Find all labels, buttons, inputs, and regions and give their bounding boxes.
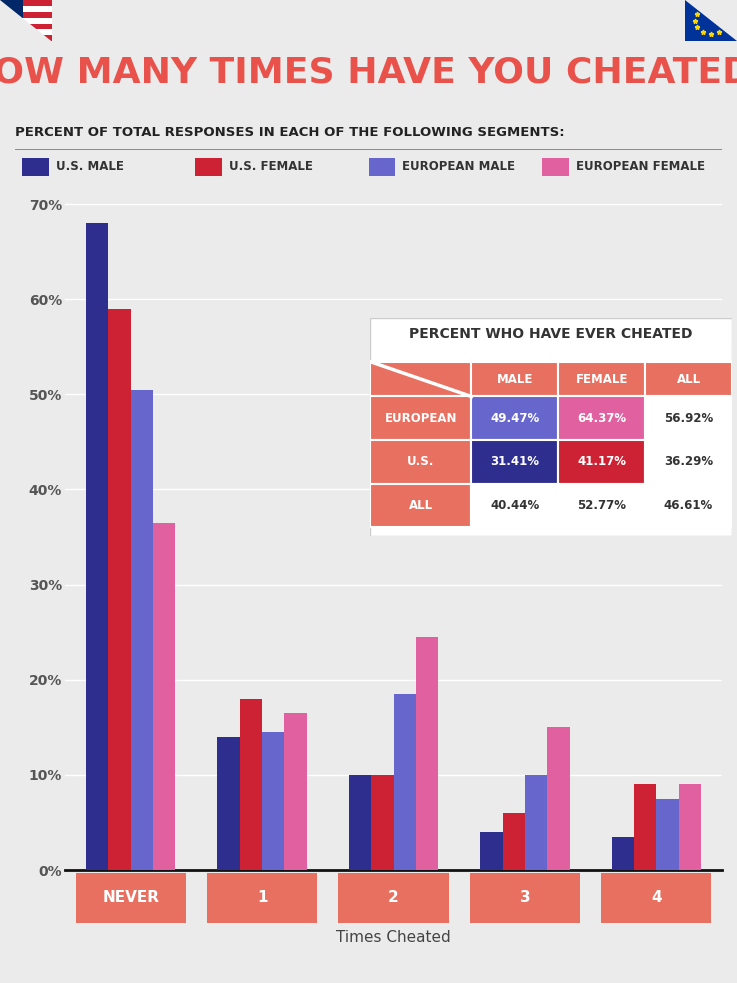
Text: 56.92%: 56.92% <box>664 412 713 425</box>
Text: 41.17%: 41.17% <box>577 455 626 468</box>
FancyBboxPatch shape <box>601 873 711 923</box>
Bar <box>130 389 153 870</box>
Text: FEMALE: FEMALE <box>576 373 628 385</box>
FancyBboxPatch shape <box>370 362 472 396</box>
FancyBboxPatch shape <box>542 157 568 176</box>
Bar <box>0 12 52 18</box>
FancyBboxPatch shape <box>370 396 472 440</box>
Text: EUROPEAN: EUROPEAN <box>385 412 457 425</box>
Bar <box>108 309 130 870</box>
Bar <box>0 18 52 24</box>
Text: ALL: ALL <box>408 499 433 512</box>
Text: PERCENT WHO HAVE EVER CHEATED: PERCENT WHO HAVE EVER CHEATED <box>409 326 693 341</box>
Text: MALE: MALE <box>497 373 533 385</box>
Text: 52.77%: 52.77% <box>577 499 626 512</box>
FancyBboxPatch shape <box>469 873 580 923</box>
Polygon shape <box>685 0 737 41</box>
Text: U.S.: U.S. <box>407 455 434 468</box>
Text: 40.44%: 40.44% <box>490 499 539 512</box>
FancyBboxPatch shape <box>195 157 222 176</box>
Bar <box>371 775 394 870</box>
FancyBboxPatch shape <box>472 362 558 396</box>
Bar <box>0 0 52 6</box>
FancyBboxPatch shape <box>75 873 186 923</box>
FancyBboxPatch shape <box>207 873 318 923</box>
Bar <box>284 713 307 870</box>
Text: 1: 1 <box>257 891 268 905</box>
Bar <box>416 637 439 870</box>
FancyBboxPatch shape <box>370 318 732 536</box>
Text: Times Cheated: Times Cheated <box>336 931 451 946</box>
Text: 4: 4 <box>651 891 662 905</box>
FancyBboxPatch shape <box>645 440 732 484</box>
Text: 3: 3 <box>520 891 530 905</box>
FancyBboxPatch shape <box>558 396 645 440</box>
FancyBboxPatch shape <box>645 396 732 440</box>
FancyBboxPatch shape <box>370 484 472 527</box>
Text: U.S. FEMALE: U.S. FEMALE <box>229 159 313 172</box>
FancyBboxPatch shape <box>645 484 732 527</box>
Bar <box>503 813 525 870</box>
Text: PERCENT OF TOTAL RESPONSES IN EACH OF THE FOLLOWING SEGMENTS:: PERCENT OF TOTAL RESPONSES IN EACH OF TH… <box>15 126 565 139</box>
FancyBboxPatch shape <box>558 362 645 396</box>
Bar <box>548 727 570 870</box>
Text: EUROPEAN MALE: EUROPEAN MALE <box>402 159 515 172</box>
Text: 36.29%: 36.29% <box>664 455 713 468</box>
Bar <box>0 24 52 29</box>
Bar <box>217 737 240 870</box>
FancyBboxPatch shape <box>472 440 558 484</box>
Bar <box>612 837 634 870</box>
Text: 64.37%: 64.37% <box>577 412 626 425</box>
Text: U.S. MALE: U.S. MALE <box>56 159 124 172</box>
FancyBboxPatch shape <box>685 0 737 41</box>
FancyBboxPatch shape <box>645 362 732 396</box>
Bar <box>679 784 701 870</box>
Text: 49.47%: 49.47% <box>490 412 539 425</box>
Bar <box>240 699 262 870</box>
Text: 31.41%: 31.41% <box>490 455 539 468</box>
Text: 46.61%: 46.61% <box>664 499 713 512</box>
Bar <box>0 6 52 12</box>
Bar <box>349 775 371 870</box>
Text: 2: 2 <box>388 891 399 905</box>
Bar <box>481 832 503 870</box>
Bar <box>634 784 657 870</box>
Bar <box>525 775 548 870</box>
Bar <box>0 35 52 41</box>
Bar <box>86 223 108 870</box>
Bar <box>0 29 52 35</box>
FancyBboxPatch shape <box>472 396 558 440</box>
Bar <box>657 798 679 870</box>
Bar <box>262 732 284 870</box>
FancyBboxPatch shape <box>472 484 558 527</box>
FancyBboxPatch shape <box>22 157 49 176</box>
Text: EUROPEAN FEMALE: EUROPEAN FEMALE <box>576 159 705 172</box>
Text: ALL: ALL <box>677 373 701 385</box>
FancyBboxPatch shape <box>368 157 395 176</box>
FancyBboxPatch shape <box>558 440 645 484</box>
FancyBboxPatch shape <box>558 484 645 527</box>
Bar <box>394 694 416 870</box>
Polygon shape <box>0 0 52 41</box>
FancyBboxPatch shape <box>0 0 24 18</box>
FancyBboxPatch shape <box>338 873 449 923</box>
Bar <box>153 523 175 870</box>
FancyBboxPatch shape <box>370 440 472 484</box>
Text: HOW MANY TIMES HAVE YOU CHEATED?: HOW MANY TIMES HAVE YOU CHEATED? <box>0 55 737 89</box>
Text: NEVER: NEVER <box>102 891 159 905</box>
